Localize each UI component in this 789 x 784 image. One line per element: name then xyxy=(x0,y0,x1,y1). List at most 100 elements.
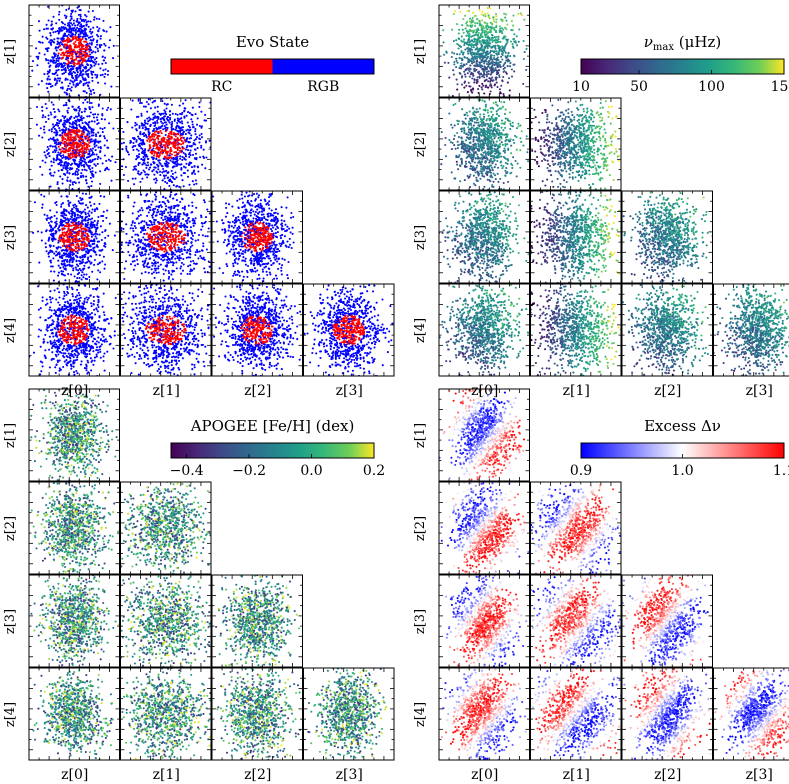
colorbar-tick-label: −0.2 xyxy=(232,463,266,479)
subplot-top-left-r1-c0 xyxy=(28,4,120,98)
legend-label: RC xyxy=(211,79,232,95)
subplot-top-left-r4-c2 xyxy=(211,283,303,377)
scatter-points xyxy=(213,284,302,376)
row-label: z[2] xyxy=(413,516,428,541)
row-label: z[2] xyxy=(413,132,428,157)
scatter-points xyxy=(32,668,114,760)
scatter-points xyxy=(307,668,388,760)
subplot-bottom-left-r3-c2 xyxy=(211,574,303,668)
subplot-bottom-left-r4-c3 xyxy=(303,667,395,761)
colorbar-frame xyxy=(170,58,375,75)
legend-swatch-rc xyxy=(171,59,273,74)
subplot-bottom-right-r4-c3 xyxy=(713,667,789,761)
colorbar-top-right: νmax (μHz) 10 50 100 150 xyxy=(572,33,789,95)
corner-panel-top-right xyxy=(438,4,789,377)
subplot-top-left-r4-c0 xyxy=(28,283,120,377)
column-label: z[1] xyxy=(153,383,180,399)
row-label: z[3] xyxy=(413,225,428,250)
scatter-points xyxy=(530,668,621,760)
scatter-points xyxy=(120,191,211,283)
column-label: z[0] xyxy=(471,383,498,399)
colorbar-tick-label: 1.1 xyxy=(773,463,789,479)
subplot-bottom-right-r3-c0 xyxy=(438,574,530,668)
colorbar-gradient xyxy=(581,59,784,74)
scatter-points xyxy=(530,98,620,190)
scatter-points xyxy=(439,191,530,283)
subplot-bottom-left-r4-c2 xyxy=(211,667,303,761)
colorbar-tick-label: 10 xyxy=(572,79,590,95)
row-label: z[2] xyxy=(3,132,18,157)
column-label: z[0] xyxy=(61,383,88,399)
row-label: z[4] xyxy=(3,318,18,343)
subplot-bottom-right-r3-c1 xyxy=(530,574,622,668)
scatter-points xyxy=(623,668,712,760)
subplot-bottom-left-r2-c0 xyxy=(28,481,120,575)
subplot-bottom-right-r4-c2 xyxy=(621,667,713,761)
axis-labels-layer: z[1] z[2] z[3] z[4] z[0] z[1] z[2] z[3] z[1] z[2]… xyxy=(3,39,773,783)
subplot-bottom-left-r4-c0 xyxy=(28,667,120,761)
colorbar-tick-label: 100 xyxy=(698,79,725,95)
subplot-top-right-r3-c0 xyxy=(438,190,530,284)
subplot-top-right-r2-c1 xyxy=(530,97,622,191)
subplot-bottom-left-r4-c1 xyxy=(120,667,212,761)
scatter-points xyxy=(530,284,621,376)
subplot-bottom-right-r4-c1 xyxy=(530,667,622,761)
scatter-points xyxy=(444,575,528,667)
subplot-top-left-r2-c1 xyxy=(120,97,212,191)
scatter-points xyxy=(439,284,530,376)
scatter-points xyxy=(29,98,120,190)
subplot-bottom-right-r4-c0 xyxy=(438,667,530,761)
row-label: z[3] xyxy=(413,609,428,634)
colorbar-tick-label: 50 xyxy=(630,79,648,95)
colorbar-title: Evo State xyxy=(236,33,309,51)
column-label: z[2] xyxy=(244,383,271,399)
scatter-points xyxy=(31,5,115,97)
scatter-points xyxy=(120,668,211,760)
corner-panel-bottom-right xyxy=(438,388,789,761)
row-label: z[3] xyxy=(3,609,18,634)
colorbar-tick-label: 0.2 xyxy=(363,463,385,479)
subplot-top-right-r1-c0 xyxy=(438,4,530,98)
subplot-top-right-r4-c2 xyxy=(621,283,713,377)
scatter-points xyxy=(30,389,118,481)
subplot-top-left-r3-c2 xyxy=(211,190,303,284)
subplot-top-left-r2-c0 xyxy=(28,97,120,191)
row-label: z[1] xyxy=(413,39,428,64)
subplot-bottom-left-r2-c1 xyxy=(120,481,212,575)
scatter-points xyxy=(29,284,120,376)
colorbar-top-left: Evo State RC RGB xyxy=(170,33,375,95)
scatter-points xyxy=(120,284,211,376)
scatter-points xyxy=(30,482,120,574)
scatter-points xyxy=(30,575,120,667)
subplot-top-left-r3-c1 xyxy=(120,190,212,284)
panels-layer xyxy=(28,4,789,761)
scatter-points xyxy=(120,98,211,190)
subplot-bottom-left-r3-c0 xyxy=(28,574,120,668)
column-label: z[3] xyxy=(336,383,363,399)
colorbars-layer: Evo State RC RGB νmax (μHz) 10 50 100 150 APOGEE… xyxy=(170,33,789,479)
subplot-top-right-r4-c0 xyxy=(438,283,530,377)
column-label: z[3] xyxy=(746,383,773,399)
colorbar-gradient xyxy=(171,443,374,458)
column-label: z[1] xyxy=(153,767,180,783)
subplot-bottom-left-r3-c1 xyxy=(120,574,212,668)
colorbar-bottom-right: Excess Δν 0.9 1.0 1.1 xyxy=(570,417,789,479)
row-label: z[1] xyxy=(413,423,428,448)
subplot-bottom-right-r2-c0 xyxy=(438,481,530,575)
column-label: z[1] xyxy=(563,767,590,783)
legend-label: RGB xyxy=(307,79,339,95)
scatter-points xyxy=(303,284,394,376)
scatter-points xyxy=(530,482,621,574)
row-label: z[1] xyxy=(3,423,18,448)
subplot-bottom-right-r3-c2 xyxy=(621,574,713,668)
colorbar-tick-label: 0.9 xyxy=(570,463,592,479)
column-label: z[2] xyxy=(654,767,681,783)
row-label: z[4] xyxy=(413,702,428,727)
row-label: z[1] xyxy=(3,39,18,64)
subplot-top-left-r3-c0 xyxy=(28,190,120,284)
colorbar-title: Excess Δν xyxy=(644,417,721,435)
row-label: z[2] xyxy=(3,516,18,541)
scatter-points xyxy=(32,191,116,283)
column-label: z[1] xyxy=(563,383,590,399)
